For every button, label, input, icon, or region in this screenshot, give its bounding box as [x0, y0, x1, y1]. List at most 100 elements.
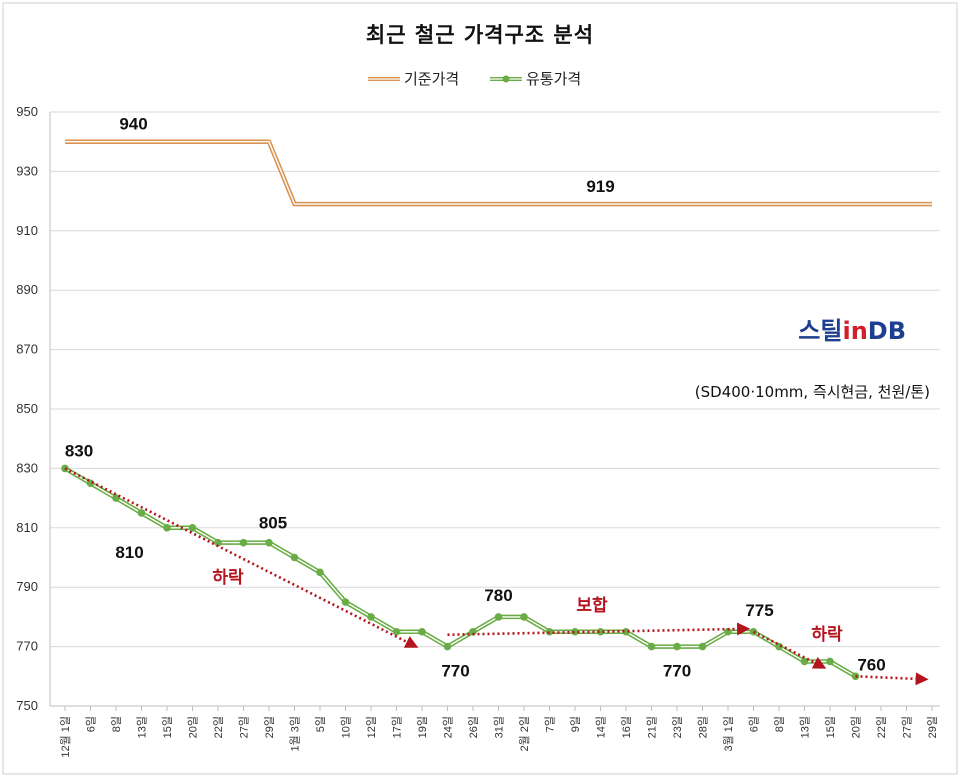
market-price-point-7 [239, 538, 248, 547]
market-price-point-19 [545, 627, 554, 636]
legend-label-base-price: 기준가격 [404, 70, 459, 88]
data-label-9: 760 [857, 655, 885, 674]
x-tick-label-21: 14일 [594, 716, 608, 738]
x-tick-label-13: 17일 [390, 716, 404, 738]
y-tick-label-870: 870 [16, 342, 38, 357]
x-tick-label-4: 15일 [160, 716, 174, 738]
trend-arrow-3 [855, 672, 929, 686]
market-price-point-2 [112, 494, 120, 502]
annotation-1: 보합 [576, 595, 608, 616]
x-tick-label-27: 6일 [747, 716, 761, 732]
data-label-5: 770 [441, 662, 469, 681]
x-tick-label-20: 9일 [568, 716, 582, 732]
legend-item-base-price: 기준가격 [368, 70, 459, 88]
x-tick-label-6: 22일 [211, 716, 225, 738]
x-tick-label-7: 27일 [237, 716, 251, 738]
market-price-point-23 [647, 642, 656, 651]
y-tick-label-750: 750 [16, 698, 38, 713]
market-price-point-17 [494, 613, 503, 621]
x-tick-label-32: 22일 [874, 716, 888, 738]
market-price-point-11 [341, 598, 350, 606]
x-tick-label-29: 13일 [798, 716, 812, 738]
trend-arrow-2 [752, 630, 827, 669]
x-tick-label-3: 13일 [135, 716, 149, 738]
market-price-point-15 [443, 642, 452, 651]
chart-title: 최근 철근 가격구조 분석 [366, 23, 594, 47]
legend-label-market-price: 유통가격 [526, 70, 581, 88]
unit-note: (SD400·10mm, 즉시현금, 천원/톤) [695, 383, 930, 401]
series-base-price [65, 139, 932, 207]
market-price-point-14 [418, 627, 426, 636]
x-tick-label-12: 12일 [364, 716, 378, 738]
base-price-line-inner [65, 141, 932, 205]
x-tick-label-30: 15일 [823, 716, 837, 738]
market-price-point-13 [392, 627, 401, 636]
x-tick-label-14: 19일 [415, 716, 429, 738]
market-price-point-12 [367, 613, 375, 621]
data-label-3: 810 [115, 543, 143, 562]
y-axis-ticks: 750 770 790 810 830 850 870 890 910 930 950 [16, 104, 38, 713]
market-price-point-18 [520, 613, 528, 621]
x-tick-label-31: 20일 [849, 716, 863, 738]
y-tick-label-770: 770 [16, 639, 38, 654]
market-price-point-30 [826, 657, 834, 666]
data-label-2: 830 [65, 441, 93, 460]
market-price-point-25 [698, 642, 707, 651]
market-price-point-20 [571, 627, 579, 636]
y-tick-label-830: 830 [16, 460, 38, 475]
y-tick-label-930: 930 [16, 163, 38, 178]
market-price-point-26 [724, 627, 732, 636]
market-price-point-9 [290, 553, 299, 562]
y-tick-label-890: 890 [16, 282, 38, 297]
x-tick-label-33: 27일 [900, 716, 914, 738]
trend-arrow-1 [447, 622, 751, 637]
trend-arrows [64, 467, 929, 686]
legend-item-market-price: 유통가격 [490, 70, 581, 88]
annotation-0: 하락 [212, 568, 244, 588]
market-price-point-5 [188, 524, 197, 532]
market-price-line-inner [64, 467, 856, 677]
x-tick-label-17: 31일 [492, 716, 506, 738]
market-price-point-3 [137, 509, 146, 517]
data-label-0: 940 [119, 115, 147, 134]
data-label-1: 919 [586, 177, 614, 196]
x-tick-label-19: 7일 [543, 716, 557, 732]
y-tick-label-850: 850 [16, 401, 38, 416]
logo: 스틸inDB [798, 317, 906, 345]
x-tick-label-0: 12월 1일 [58, 716, 72, 758]
x-axis-ticks: 12월 1일 6일 8일 13일 15일 20일 22일 27일 29일 1월 3일 5일 10일 12… [58, 706, 939, 758]
data-label-7: 770 [663, 662, 691, 681]
market-price-point-4 [163, 524, 171, 532]
market-price-point-21 [596, 627, 605, 636]
market-price-point-6 [214, 538, 222, 547]
data-label-6: 780 [484, 586, 512, 605]
x-tick-label-16: 26일 [466, 716, 480, 738]
x-tick-label-9: 1월 3일 [288, 716, 302, 752]
x-tick-label-23: 21일 [645, 716, 659, 738]
x-tick-label-24: 23일 [670, 716, 684, 738]
x-tick-label-25: 28일 [696, 716, 710, 738]
legend: 기준가격 유통가격 [368, 70, 581, 88]
market-price-point-8 [265, 538, 273, 547]
x-tick-label-10: 5일 [313, 716, 327, 732]
legend-marker-market-price [502, 75, 510, 83]
data-label-4: 805 [259, 514, 287, 533]
y-tick-label-910: 910 [16, 223, 38, 238]
x-tick-label-11: 10일 [339, 716, 353, 738]
market-price-point-16 [469, 627, 477, 636]
x-tick-label-22: 16일 [619, 716, 633, 738]
market-price-point-24 [673, 642, 681, 651]
x-tick-label-18: 2월 2일 [517, 716, 531, 752]
x-tick-label-2: 8일 [109, 716, 123, 732]
x-tick-label-15: 24일 [441, 716, 455, 738]
logo-text: 스틸inDB [798, 317, 906, 345]
y-tick-label-790: 790 [16, 579, 38, 594]
data-labels: 940 919 830 810 805 770 780 770 775 760 [65, 115, 886, 681]
x-tick-label-26: 3월 1일 [721, 716, 735, 752]
annotation-2: 하락 [811, 625, 843, 645]
x-tick-label-34: 29일 [925, 716, 939, 738]
